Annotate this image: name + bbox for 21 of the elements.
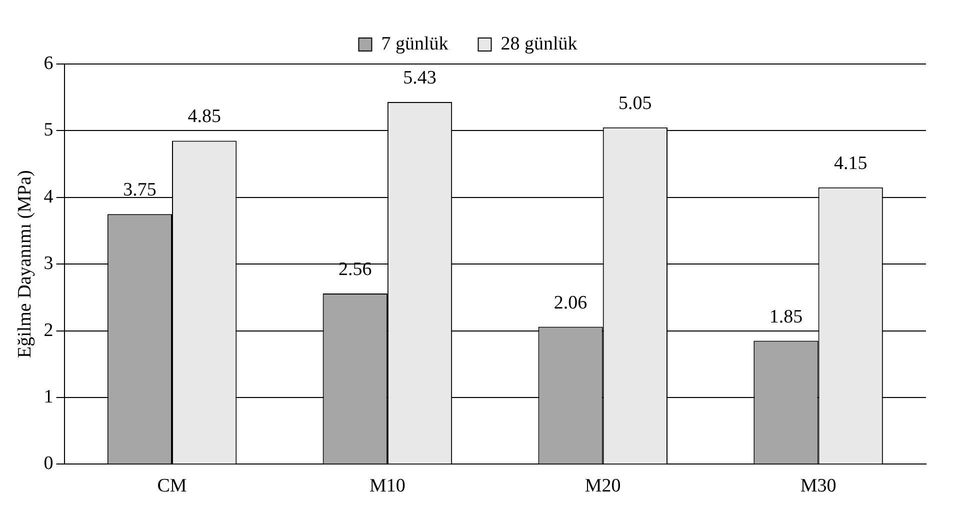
x-tick-label: M30: [800, 476, 836, 497]
y-tick-label: 5: [44, 120, 54, 141]
data-label: 5.43: [403, 68, 436, 89]
y-tick-label: 6: [44, 52, 54, 74]
data-label: 1.85: [769, 306, 803, 328]
x-tick-label: CM: [157, 476, 187, 497]
y-tick-label: 3: [44, 253, 54, 274]
data-label: 2.06: [554, 292, 588, 314]
y-axis-title: Eğilme Dayanımı (MPa): [14, 170, 36, 358]
data-label: 5.05: [618, 92, 652, 114]
x-tick-label: M10: [369, 476, 406, 497]
data-label: 3.75: [123, 180, 156, 201]
y-tick-label: 0: [44, 453, 54, 474]
y-tick-label: 4: [44, 186, 54, 208]
legend-label: 7 günlük: [381, 33, 449, 54]
y-tick-label: 1: [44, 386, 54, 408]
data-label: 4.85: [188, 106, 221, 128]
legend-label: 28 günlük: [500, 33, 578, 54]
y-tick-label: 2: [44, 320, 54, 341]
x-tick-label: M20: [584, 476, 621, 497]
data-label: 4.15: [834, 152, 868, 174]
